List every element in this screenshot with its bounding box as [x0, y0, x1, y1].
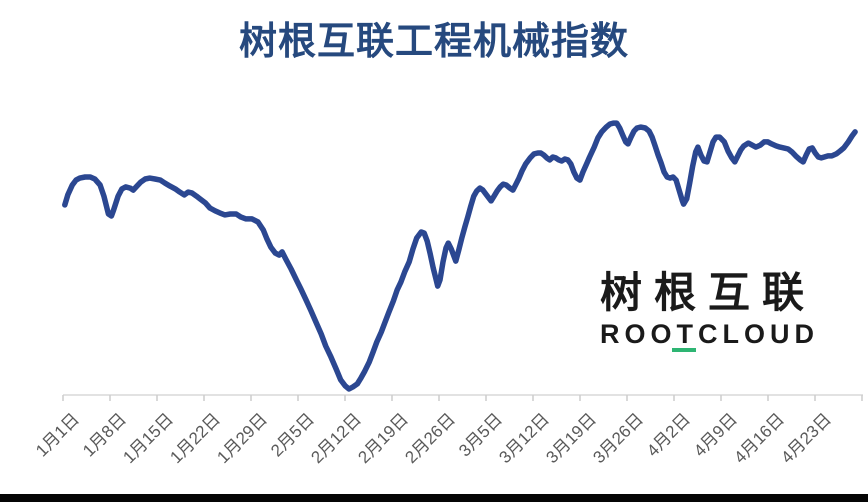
rootcloud-green-underline — [672, 348, 696, 352]
x-axis-ticks — [62, 395, 863, 401]
index-line — [62, 120, 858, 392]
rootcloud-logo: 树根互联 ROOTCLOUD — [600, 269, 819, 352]
page-title: 树根互联工程机械指数 — [238, 21, 629, 63]
rootcloud-wordmark: ROOTCLOUD — [600, 319, 819, 350]
rootcloud-logo-chinese: 树根互联 — [600, 269, 817, 316]
bottom-black-bar — [0, 494, 868, 502]
